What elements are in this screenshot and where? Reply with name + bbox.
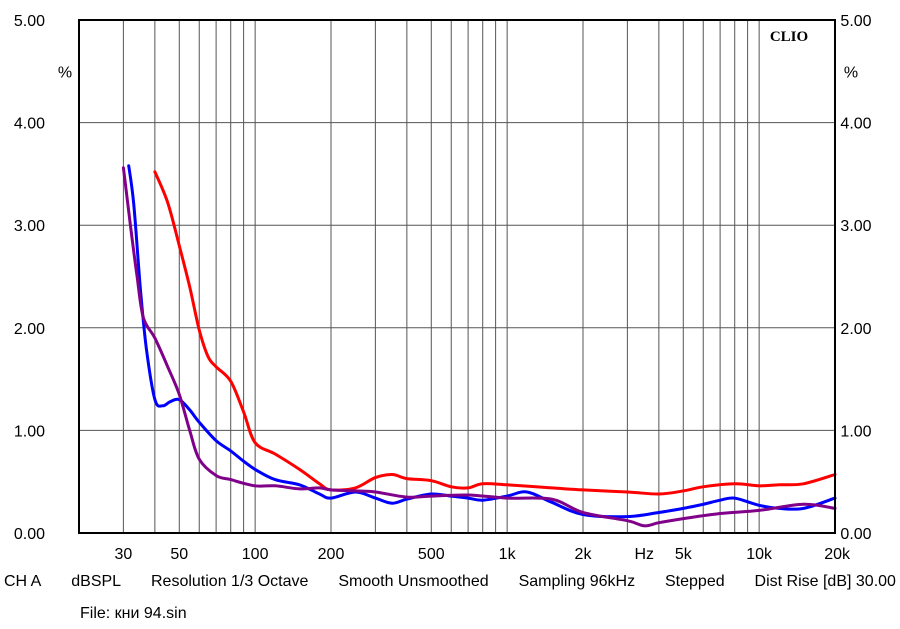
y-tick-label-left: 4.00 <box>14 116 45 133</box>
y-tick-label-right: 0.00 <box>840 526 871 543</box>
distortion-chart: 0.00 1.00 2.00 3.00 4.00 5.00 0.00 1.00 2.00 3.00… <box>0 0 900 570</box>
x-tick-label: 20k <box>824 546 851 563</box>
series-layer <box>121 164 837 528</box>
x-unit-label: Hz <box>634 546 654 563</box>
measurement-settings-bar: CH A dBSPL Resolution 1/3 Octave Smooth … <box>4 573 896 595</box>
x-tick-label: 2k <box>575 546 593 563</box>
plot-background <box>0 0 900 570</box>
x-tick-label: 1k <box>499 546 517 563</box>
series-line-red <box>153 170 837 496</box>
y-tick-label-right: 5.00 <box>840 13 871 30</box>
x-tick-label: 50 <box>170 546 188 563</box>
channel-label: CH A <box>4 573 42 590</box>
y-unit-label-left: % <box>58 64 72 81</box>
y-tick-label-left: 1.00 <box>14 423 45 440</box>
dist-rise-label: Dist Rise [dB] 30.00 <box>754 573 896 590</box>
resolution-label: Resolution 1/3 Octave <box>151 573 309 590</box>
y-tick-label-right: 1.00 <box>840 423 871 440</box>
file-label: File: кни 94.sin <box>80 605 187 622</box>
grid-lines <box>79 20 835 533</box>
sampling-label: Sampling 96kHz <box>518 573 636 590</box>
x-tick-label: 30 <box>114 546 132 563</box>
y-tick-label-right: 3.00 <box>840 218 871 235</box>
mode-label: Stepped <box>665 573 725 590</box>
series-line-purple <box>121 166 837 528</box>
smooth-label: Smooth Unsmoothed <box>338 573 489 590</box>
clio-brand-label: CLIO <box>770 29 808 45</box>
plot-frame <box>78 19 836 534</box>
y-tick-label-left: 5.00 <box>14 13 45 30</box>
x-tick-label: 500 <box>418 546 445 563</box>
y-tick-label-left: 0.00 <box>14 526 45 543</box>
y-tick-label-right: 4.00 <box>840 116 871 133</box>
axis-labels: 0.00 1.00 2.00 3.00 4.00 5.00 0.00 1.00 2.00 3.00… <box>14 13 872 563</box>
y-tick-label-left: 2.00 <box>14 321 45 338</box>
x-tick-label: 10k <box>746 546 773 563</box>
y-tick-label-left: 3.00 <box>14 218 45 235</box>
y-tick-label-right: 2.00 <box>840 321 871 338</box>
y-unit-label-right: % <box>844 64 858 81</box>
series-line-blue <box>127 164 837 519</box>
x-tick-label: 100 <box>242 546 269 563</box>
unit-label: dBSPL <box>71 573 122 590</box>
x-tick-label: 5k <box>675 546 693 563</box>
x-tick-label: 200 <box>318 546 345 563</box>
